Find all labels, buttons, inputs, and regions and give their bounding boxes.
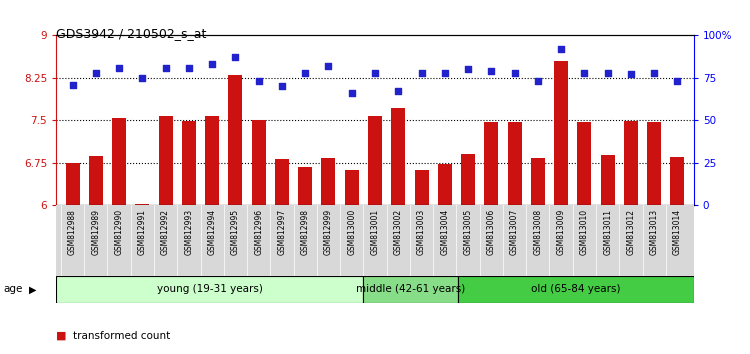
Bar [415,170,428,205]
Text: GSM813010: GSM813010 [580,209,589,255]
Text: transformed count: transformed count [73,331,170,341]
Point [416,70,428,76]
Point [509,70,520,76]
Text: GSM812988: GSM812988 [68,209,77,255]
Point [532,79,544,84]
Point [67,82,79,87]
Bar [624,121,638,205]
Text: GSM812992: GSM812992 [161,209,170,255]
Bar [578,122,592,205]
Point [648,70,660,76]
Text: age: age [4,284,23,295]
Text: GSM813008: GSM813008 [533,209,542,255]
Text: GSM812994: GSM812994 [208,209,217,255]
Point [113,65,125,70]
Bar [647,122,662,205]
Point [485,68,497,74]
Text: GSM812991: GSM812991 [138,209,147,255]
Point [602,70,613,76]
Text: GSM813005: GSM813005 [464,209,472,255]
Point [160,65,172,70]
Text: GSM813012: GSM813012 [626,209,635,255]
Point [322,63,334,69]
Bar [368,116,382,205]
Text: GSM813011: GSM813011 [603,209,612,255]
Text: GSM813009: GSM813009 [556,209,566,255]
Bar [158,116,172,205]
Point [671,79,683,84]
Bar [484,122,498,205]
Bar [229,75,242,205]
Text: GSM812997: GSM812997 [278,209,286,255]
Point [346,90,358,96]
Text: GSM813002: GSM813002 [394,209,403,255]
Text: GSM812993: GSM812993 [184,209,194,255]
Bar [298,167,312,205]
Bar [112,118,126,205]
Text: GSM813001: GSM813001 [370,209,380,255]
Bar [601,155,615,205]
Text: GSM813003: GSM813003 [417,209,426,255]
Text: GSM813007: GSM813007 [510,209,519,255]
Text: middle (42-61 years): middle (42-61 years) [356,284,465,295]
Bar [135,204,149,205]
Point [439,70,451,76]
Bar [392,108,405,205]
Bar [461,154,475,205]
Point [392,88,404,94]
Text: GDS3942 / 210502_s_at: GDS3942 / 210502_s_at [56,27,206,40]
Bar [275,159,289,205]
Bar [345,170,358,205]
Bar [458,276,694,303]
Point [183,65,195,70]
Bar [508,122,521,205]
Point [206,62,218,67]
Text: ▶: ▶ [28,284,36,295]
Text: GSM812998: GSM812998 [301,209,310,255]
Point [230,55,242,60]
Point [136,75,148,81]
Point [276,84,288,89]
Bar [363,276,458,303]
Point [555,46,567,52]
Bar [670,157,685,205]
Text: ■: ■ [56,331,67,341]
Text: GSM812999: GSM812999 [324,209,333,255]
Bar [206,116,219,205]
Text: old (65-84 years): old (65-84 years) [531,284,620,295]
Point [253,79,265,84]
Text: young (19-31 years): young (19-31 years) [157,284,262,295]
Bar [554,61,568,205]
Bar [88,156,103,205]
Bar [531,158,544,205]
Text: GSM813014: GSM813014 [673,209,682,255]
Text: GSM812990: GSM812990 [115,209,124,255]
Bar [182,121,196,205]
Point [299,70,311,76]
Text: GSM812989: GSM812989 [92,209,100,255]
Point [578,70,590,76]
Text: GSM813006: GSM813006 [487,209,496,255]
Bar [322,158,335,205]
Bar [65,163,80,205]
Text: GSM812995: GSM812995 [231,209,240,255]
Point [90,70,102,76]
Point [625,72,637,77]
Text: GSM813000: GSM813000 [347,209,356,255]
Point [462,67,474,72]
Bar [252,120,266,205]
Text: GSM813013: GSM813013 [650,209,658,255]
Point [369,70,381,76]
Text: GSM813004: GSM813004 [440,209,449,255]
Bar [56,276,363,303]
Bar [438,164,452,205]
Text: GSM812996: GSM812996 [254,209,263,255]
